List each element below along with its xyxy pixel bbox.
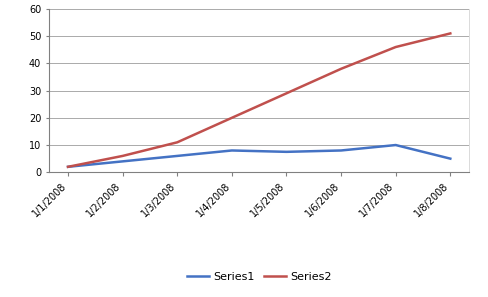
Series2 — [65, 165, 71, 169]
Series1 — [283, 150, 289, 154]
Series1 — [447, 157, 452, 160]
Line: Series2: Series2 — [68, 34, 449, 167]
Series1 — [338, 149, 344, 152]
Series2 — [392, 45, 398, 49]
Line: Series1: Series1 — [68, 145, 449, 167]
Series2 — [283, 91, 289, 95]
Series2 — [174, 140, 180, 144]
Series1 — [120, 159, 125, 163]
Series2 — [228, 116, 234, 120]
Series2 — [120, 154, 125, 158]
Series2 — [447, 32, 452, 35]
Series1 — [228, 149, 234, 152]
Series1 — [174, 154, 180, 158]
Legend: Series1, Series2: Series1, Series2 — [182, 268, 335, 287]
Series1 — [65, 165, 71, 169]
Series1 — [392, 143, 398, 147]
Series2 — [338, 67, 344, 71]
